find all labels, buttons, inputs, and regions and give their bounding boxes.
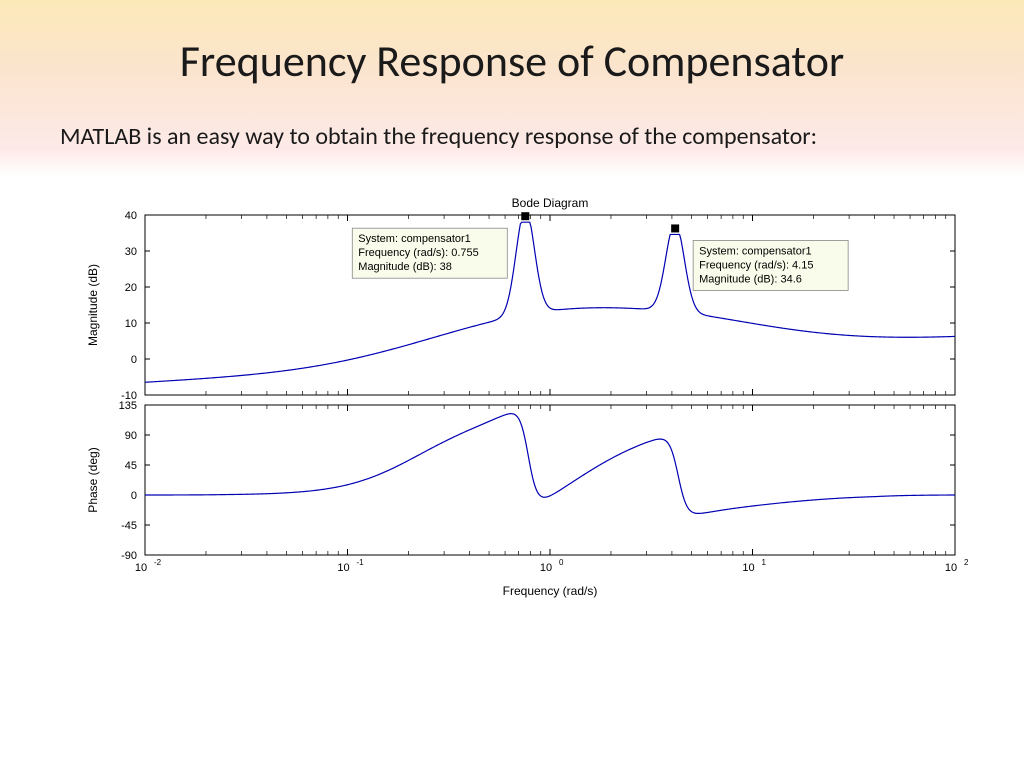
svg-text:Bode Diagram: Bode Diagram [512, 196, 589, 210]
svg-text:10: 10 [742, 562, 754, 574]
page-title: Frequency Response of Compensator [0, 34, 1024, 88]
datatip-marker [521, 212, 529, 220]
datatip-text: Magnitude (dB): 38 [358, 261, 452, 273]
svg-text:10: 10 [125, 318, 137, 330]
svg-text:10: 10 [945, 562, 957, 574]
svg-text:30: 30 [125, 246, 137, 258]
svg-text:40: 40 [125, 210, 137, 222]
datatip-text: Magnitude (dB): 34.6 [699, 273, 802, 285]
datatip-text: Frequency (rad/s): 4.15 [699, 259, 813, 271]
svg-text:0: 0 [131, 490, 137, 502]
datatip-text: System: compensator1 [358, 233, 471, 245]
svg-text:-90: -90 [121, 550, 137, 562]
svg-text:45: 45 [125, 460, 137, 472]
svg-text:10: 10 [135, 562, 147, 574]
svg-text:1: 1 [762, 558, 767, 567]
svg-text:Magnitude (dB): Magnitude (dB) [86, 264, 100, 346]
datatip-marker [671, 224, 679, 232]
svg-text:-1: -1 [357, 558, 365, 567]
svg-text:-2: -2 [154, 558, 162, 567]
svg-text:20: 20 [125, 282, 137, 294]
datatip-text: System: compensator1 [699, 245, 812, 257]
svg-text:-45: -45 [121, 520, 137, 532]
svg-text:0: 0 [131, 354, 137, 366]
svg-text:Frequency (rad/s): Frequency (rad/s) [503, 584, 598, 598]
bode-diagram: Bode Diagram 10 -2 10 -1 10 0 10 1 10 2 Frequency (… [70, 190, 970, 620]
svg-text:Phase (deg): Phase (deg) [86, 447, 100, 512]
svg-text:10: 10 [540, 562, 552, 574]
subtitle: MATLAB is an easy way to obtain the freq… [60, 122, 817, 151]
svg-text:90: 90 [125, 430, 137, 442]
svg-text:135: 135 [119, 400, 137, 412]
svg-text:2: 2 [964, 558, 969, 567]
svg-text:10: 10 [337, 562, 349, 574]
datatip-text: Frequency (rad/s): 0.755 [358, 247, 478, 259]
svg-text:0: 0 [559, 558, 564, 567]
